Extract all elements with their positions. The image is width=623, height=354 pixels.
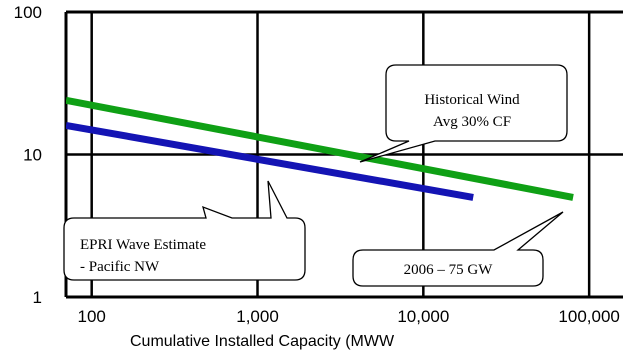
y-tick-label: 100 [14, 3, 42, 22]
x-tick-label: 10,000 [397, 307, 449, 326]
series-line-historical-wind [66, 96, 574, 201]
series-group [66, 96, 574, 201]
series-line-epri-wave [66, 121, 474, 201]
callout-epri-wave: EPRI Wave Estimate - Pacific NW [63, 180, 306, 281]
y-tick-label: 1 [33, 288, 42, 307]
callout-historical-wind: Historical Wind Avg 30% CF [359, 64, 568, 163]
callout-label: Avg 30% CF [433, 114, 511, 130]
callout-label: Historical Wind [424, 92, 520, 108]
x-tick-label: 1,000 [236, 307, 279, 326]
callout-bubble [63, 180, 306, 281]
x-tick-label: 100,000 [558, 307, 619, 326]
x-tick-label: 100 [77, 307, 105, 326]
x-axis-title: Cumulative Installed Capacity (MWW [130, 333, 395, 350]
callout-label: 2006 – 75 GW [404, 262, 494, 278]
callout-label: - Pacific NW [80, 259, 160, 275]
callout-bubble [352, 211, 564, 287]
y-tick-label: 10 [23, 146, 42, 165]
tick-labels: 100 1,000 10,000 100,000 100 10 1 [14, 3, 620, 326]
callout-bubble [359, 64, 568, 163]
callout-2006-capacity: 2006 – 75 GW [352, 211, 564, 287]
callout-label: EPRI Wave Estimate [80, 237, 206, 253]
